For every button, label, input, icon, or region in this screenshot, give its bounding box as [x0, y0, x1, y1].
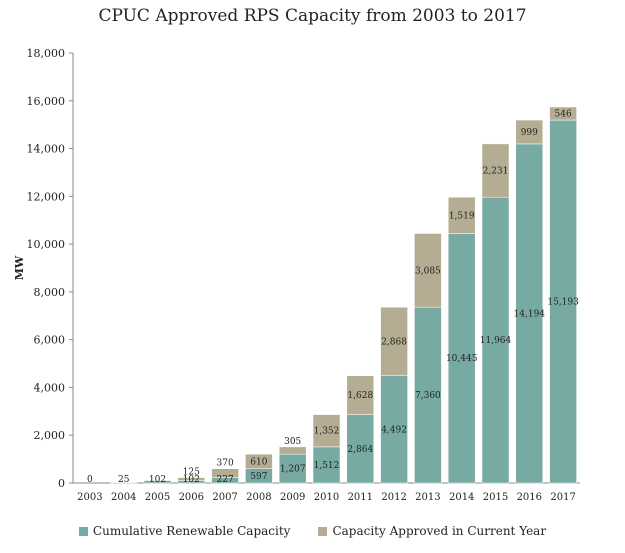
bar-current-year — [447, 196, 476, 234]
y-tick-label: 0 — [58, 477, 65, 490]
bar-cumulative — [278, 453, 307, 484]
bar-current-year — [549, 106, 577, 121]
bar-cumulative — [312, 446, 341, 484]
data-label-cumulative: 0 — [87, 475, 93, 485]
x-tick-label: 2004 — [111, 492, 136, 503]
data-label-current-year: 370 — [217, 459, 234, 469]
data-label-cumulative: 25 — [118, 475, 130, 485]
x-tick-label: 2006 — [179, 492, 204, 503]
x-tick-label: 2017 — [550, 492, 575, 503]
data-label-cumulative: 4,492 — [381, 425, 407, 435]
bar-current-year — [346, 375, 375, 415]
bar-cumulative — [549, 119, 577, 484]
data-label-current-year: 610 — [250, 457, 267, 467]
data-label-cumulative: 1,207 — [280, 465, 306, 475]
data-label-current-year: 999 — [521, 128, 538, 138]
legend-label-current-year: Capacity Approved in Current Year — [332, 524, 547, 538]
x-tick-label: 2014 — [449, 492, 474, 503]
data-label-cumulative: 597 — [250, 472, 267, 482]
x-tick-label: 2008 — [246, 492, 271, 503]
data-label-current-year: 1,352 — [314, 427, 340, 437]
data-label-cumulative: 14,194 — [514, 309, 546, 319]
bar-current-year — [414, 233, 442, 308]
data-label-current-year: 305 — [284, 437, 301, 447]
x-tick-label: 2016 — [517, 492, 542, 503]
bar-cumulative — [515, 143, 544, 484]
data-label-cumulative: 2,864 — [347, 445, 373, 455]
legend-swatch-cumulative — [78, 526, 88, 536]
legend-label-cumulative: Cumulative Renewable Capacity — [92, 524, 291, 538]
data-label-cumulative: 102 — [149, 475, 166, 485]
data-label-current-year: 1,628 — [347, 391, 373, 401]
x-tick-label: 2012 — [381, 492, 406, 503]
bar-cumulative — [380, 375, 408, 484]
bar-cumulative — [481, 196, 510, 484]
x-tick-label: 2010 — [314, 492, 339, 503]
y-tick-label: 4,000 — [34, 381, 66, 394]
data-label-cumulative: 7,360 — [415, 391, 441, 401]
bar-current-year — [245, 453, 273, 469]
data-label-cumulative: 10,445 — [446, 354, 478, 364]
data-label-cumulative: 227 — [217, 475, 234, 485]
data-label-current-year: 1,519 — [449, 211, 475, 221]
x-tick-label: 2003 — [77, 492, 102, 503]
data-label-current-year: 125 — [183, 468, 200, 478]
legend-swatch-current-year — [318, 526, 328, 536]
x-tick-label: 2005 — [145, 492, 170, 503]
y-tick-label: 14,000 — [27, 143, 66, 156]
bar-current-year — [515, 119, 544, 145]
bar-cumulative — [414, 306, 442, 484]
chart-title: CPUC Approved RPS Capacity from 2003 to … — [98, 6, 527, 26]
data-label-current-year: 3,085 — [415, 266, 441, 276]
data-label-cumulative: 15,193 — [547, 298, 579, 308]
x-tick-label: 2007 — [212, 492, 237, 503]
bar-current-year — [312, 414, 341, 448]
data-label-current-year: 2,231 — [483, 167, 509, 177]
x-tick-label: 2009 — [280, 492, 305, 503]
bar-current-year — [380, 306, 408, 376]
data-label-cumulative: 11,964 — [480, 336, 512, 346]
y-tick-label: 6,000 — [34, 334, 66, 347]
data-label-cumulative: 1,512 — [314, 461, 340, 471]
bar-current-year — [481, 143, 510, 198]
data-label-current-year: 2,868 — [381, 337, 407, 347]
legend-item-cumulative: Cumulative Renewable Capacity — [78, 524, 291, 538]
bar-current-year — [211, 468, 239, 478]
bar-current-year — [177, 477, 206, 481]
y-tick-label: 8,000 — [34, 286, 66, 299]
x-tick-label: 2013 — [415, 492, 440, 503]
x-tick-label: 2015 — [483, 492, 508, 503]
y-tick-label: 16,000 — [27, 95, 66, 108]
bar-cumulative — [447, 233, 476, 484]
data-label-current-year: 546 — [555, 110, 572, 120]
y-tick-label: 12,000 — [27, 190, 66, 203]
y-axis-label: MW — [13, 255, 26, 280]
bar-current-year — [278, 446, 307, 455]
y-tick-label: 10,000 — [27, 238, 66, 251]
y-tick-label: 2,000 — [34, 429, 66, 442]
bar-cumulative — [143, 480, 172, 484]
data-label-cumulative: 102 — [183, 475, 200, 485]
y-tick-label: 18,000 — [27, 47, 66, 60]
legend-item-current-year: Capacity Approved in Current Year — [318, 524, 546, 538]
bar-cumulative — [109, 482, 138, 484]
chart-legend: Cumulative Renewable Capacity Capacity A… — [0, 524, 625, 538]
x-tick-label: 2011 — [348, 492, 373, 503]
